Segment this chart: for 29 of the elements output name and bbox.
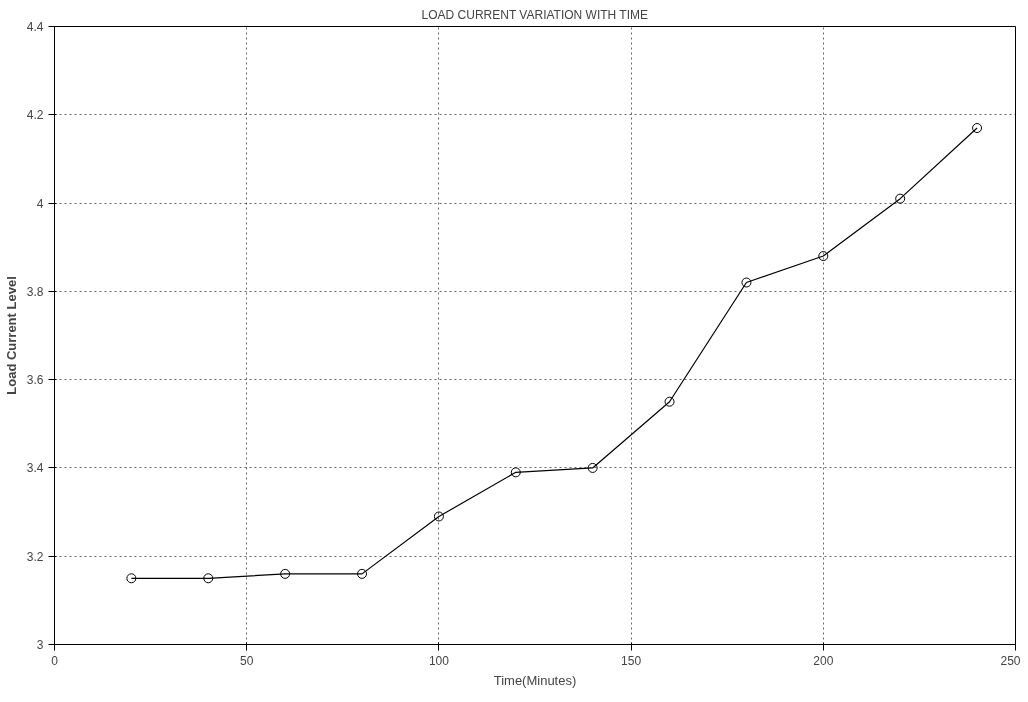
point [203, 573, 214, 584]
x-tick-label: 250 [1000, 653, 1021, 668]
y-tick-label: 4.4 [26, 20, 44, 34]
point [126, 573, 137, 584]
y-tick-label: 3.4 [26, 461, 44, 476]
y-tick-label: 4.2 [26, 108, 44, 123]
point [587, 462, 598, 473]
x-tick-label: 100 [428, 653, 450, 668]
y-tick-label: 3.8 [26, 284, 44, 299]
x-tick-label: 50 [240, 653, 254, 668]
point [818, 251, 829, 262]
y-axis-title: Load Current Level [3, 276, 19, 395]
x-tick-label: 0 [51, 653, 59, 668]
point [280, 568, 291, 579]
point [895, 193, 906, 204]
x-tick-label: 200 [813, 653, 834, 668]
x-tick-label: 150 [621, 653, 642, 668]
point [433, 511, 444, 522]
point [664, 396, 675, 407]
point [357, 568, 368, 579]
x-axis-title: Time(Minutes) [493, 672, 577, 688]
y-tick-label: 3.2 [26, 549, 44, 564]
y-tick-label: 3.6 [26, 373, 44, 388]
chart-title: LOAD CURRENT VARIATION WITH TIME [421, 7, 649, 22]
y-tick-label: 4 [36, 196, 44, 211]
point [741, 277, 752, 288]
point [972, 123, 983, 134]
y-tick-label: 3 [36, 638, 44, 652]
point [510, 467, 521, 478]
